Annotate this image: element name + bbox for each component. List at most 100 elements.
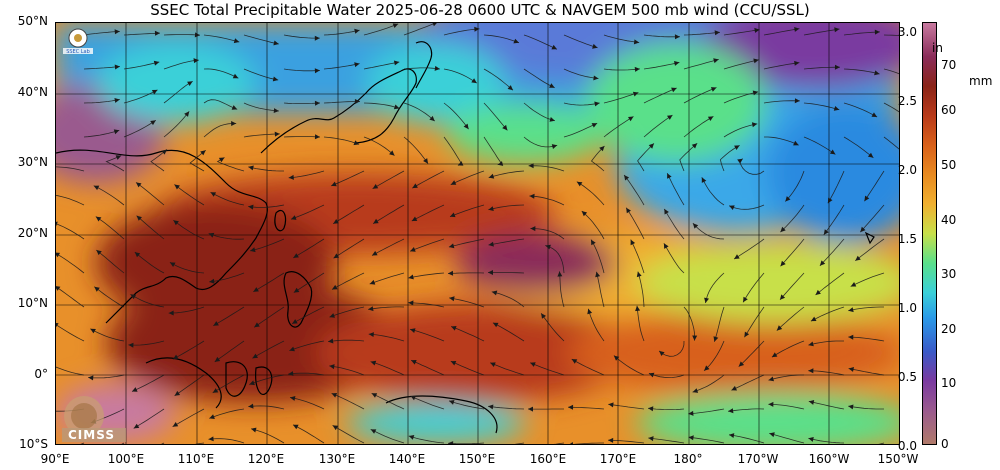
streamline: [323, 29, 360, 36]
wind-arrowhead: [785, 196, 791, 202]
streamline: [328, 339, 365, 342]
wind-arrowhead: [408, 300, 414, 306]
streamline: [613, 355, 645, 376]
colorbar: [922, 22, 937, 445]
streamline: [195, 442, 205, 444]
wind-arrowhead: [392, 23, 399, 28]
streamline: [248, 405, 285, 410]
wind-arrowhead: [648, 372, 655, 378]
lon-label-100e: 100°E: [107, 452, 145, 466]
wind-arrowhead: [688, 410, 694, 416]
streamline: [827, 170, 845, 204]
wind-arrowhead: [231, 105, 238, 110]
streamline: [563, 122, 598, 138]
wind-arrowhead: [593, 75, 599, 81]
streamline: [370, 361, 405, 376]
streamline: [514, 442, 525, 444]
streamline: [243, 34, 279, 45]
streamline: [763, 62, 800, 70]
streamline: [581, 210, 605, 240]
wind-arrowhead: [701, 177, 707, 183]
wind-arrowhead: [633, 39, 640, 45]
streamline: [666, 173, 685, 206]
wind-arrowhead: [667, 173, 672, 179]
streamline: [683, 59, 719, 70]
streamline: [679, 143, 698, 172]
streamline: [333, 238, 365, 259]
streamline: [289, 397, 325, 410]
streamline: [587, 308, 605, 342]
streamline: [488, 204, 525, 211]
wind-arrowhead: [591, 123, 598, 128]
streamline: [209, 408, 245, 419]
streamline: [637, 271, 645, 308]
wind-arrowhead: [115, 155, 122, 160]
streamline: [56, 166, 85, 172]
streamline: [819, 238, 845, 267]
streamline: [637, 143, 655, 172]
streamline: [172, 408, 205, 428]
streamline: [249, 374, 285, 385]
streamline: [780, 204, 805, 233]
streamline: [443, 102, 469, 130]
wind-arrowhead: [332, 425, 339, 431]
streamline: [134, 251, 165, 274]
streamline: [214, 340, 245, 363]
streamline: [216, 157, 245, 172]
wind-arrowhead: [834, 27, 840, 33]
streamline: [763, 100, 800, 104]
streamline: [855, 238, 885, 262]
wind-arrowhead: [448, 243, 455, 249]
wind-arrowhead: [634, 66, 640, 72]
streamline: [719, 145, 740, 172]
streamline: [450, 360, 485, 376]
wind-arrowhead: [674, 61, 680, 66]
wind-arrowhead: [393, 60, 400, 66]
colorbar-inch-tick: 2.0: [897, 163, 917, 177]
wind-arrowhead: [314, 134, 320, 140]
streamline: [823, 204, 845, 236]
wind-arrowhead: [130, 294, 137, 300]
wind-arrowhead: [314, 100, 320, 106]
wind-arrowhead: [648, 406, 654, 412]
wind-arrowhead: [860, 226, 866, 233]
streamline: [553, 442, 565, 444]
wind-arrowhead: [56, 286, 61, 291]
wind-arrows: [56, 23, 880, 444]
wind-arrowhead: [729, 205, 735, 210]
wind-arrowhead: [692, 335, 698, 341]
wind-arrowhead: [434, 65, 440, 71]
wind-arrowhead: [823, 229, 829, 235]
wind-arrowhead: [393, 104, 400, 110]
streamline: [742, 272, 765, 303]
wind-arrowhead: [549, 117, 555, 122]
wind-arrowhead: [744, 331, 750, 338]
streamline: [411, 204, 445, 222]
streamline: [93, 185, 125, 206]
streamline: [785, 170, 805, 202]
wind-arrowhead: [193, 58, 199, 64]
streamline: [723, 123, 758, 138]
streamline: [371, 392, 405, 410]
wind-arrowhead: [448, 270, 454, 276]
streamline: [803, 66, 840, 70]
wind-arrowhead: [96, 250, 102, 256]
lat-label-50n: 50°N: [17, 14, 48, 28]
wind-arrowhead: [728, 408, 734, 414]
streamline: [692, 374, 725, 393]
streamline: [409, 238, 445, 252]
wind-arrowhead: [410, 395, 416, 401]
streamline: [728, 434, 765, 444]
wind-arrowhead: [528, 406, 533, 412]
streamline: [683, 116, 714, 138]
wind-arrowhead: [370, 360, 377, 366]
streamline: [771, 340, 805, 358]
colorbar-mm-tick: 30: [941, 267, 957, 281]
lat-label-30n: 30°N: [17, 155, 48, 169]
lon-label-150w: 150°W: [877, 452, 919, 466]
streamline: [658, 340, 685, 357]
streamline: [123, 32, 161, 36]
wind-arrowhead: [829, 149, 836, 155]
wind-arrowhead: [635, 305, 641, 312]
streamline: [131, 374, 165, 392]
